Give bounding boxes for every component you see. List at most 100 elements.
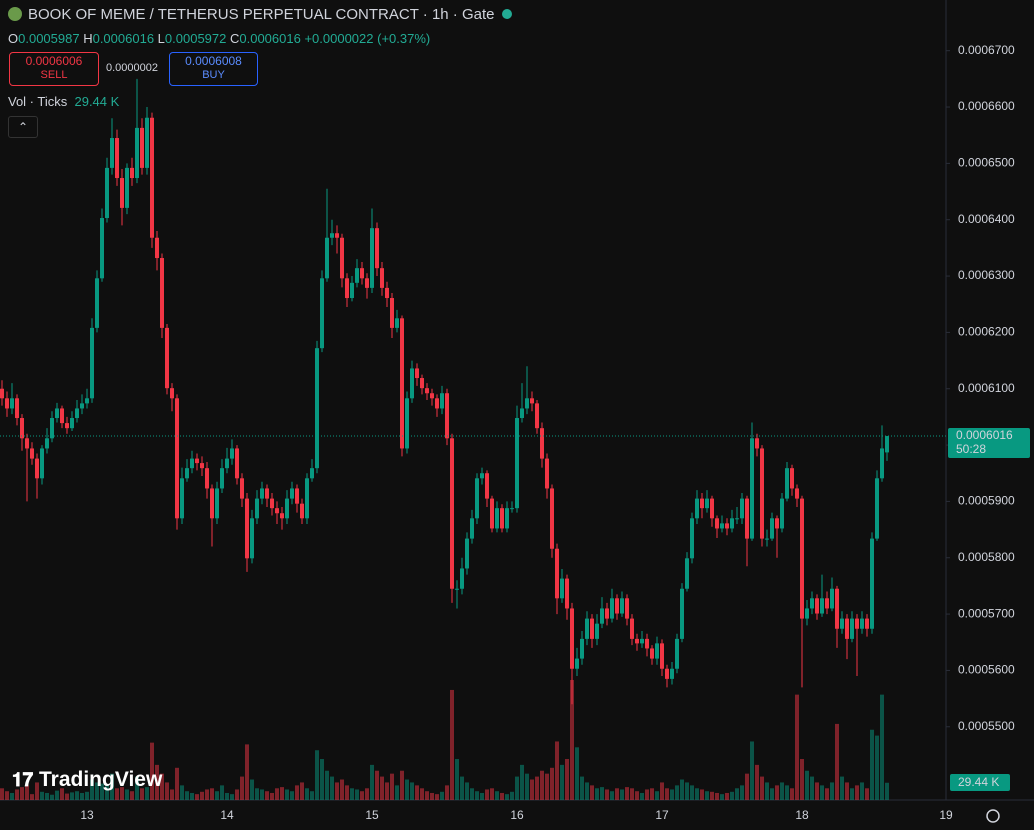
price-axis xyxy=(946,0,1034,830)
candle-body xyxy=(105,167,109,219)
volume-bar xyxy=(205,789,209,800)
candle-body xyxy=(365,278,369,288)
candle-body xyxy=(375,228,379,269)
volume-bar xyxy=(640,792,644,800)
volume-bar xyxy=(310,791,314,800)
volume-bar xyxy=(805,770,809,800)
candle-body xyxy=(795,488,799,499)
volume-bar xyxy=(225,792,229,800)
candle-body xyxy=(460,568,464,589)
volume-bar xyxy=(740,785,744,800)
x-tick-label: 19 xyxy=(939,808,953,822)
ohlc-value: 0.0005972 xyxy=(164,31,227,46)
volume-bar xyxy=(865,788,869,800)
y-tick-label: 0.0006300 xyxy=(958,268,1015,282)
candle-body xyxy=(200,463,204,469)
volume-bar xyxy=(725,792,729,800)
candle-body xyxy=(45,438,49,449)
volume-bar xyxy=(625,787,629,800)
candle-body xyxy=(405,398,409,449)
candle-body xyxy=(525,398,529,409)
candle-body xyxy=(235,448,239,479)
volume-bar xyxy=(155,764,159,800)
volume-bar xyxy=(235,789,239,800)
volume-bar xyxy=(750,741,754,800)
candle-body xyxy=(875,478,879,539)
volume-bar xyxy=(385,782,389,800)
candle-body xyxy=(330,233,334,238)
candle-body xyxy=(830,588,834,609)
candle-body xyxy=(585,618,589,639)
symbol-title[interactable]: BOOK OF MEME / TETHERUS PERPETUAL CONTRA… xyxy=(28,6,495,23)
candle-body xyxy=(595,623,599,639)
volume-bar xyxy=(495,791,499,800)
candle-body xyxy=(400,318,404,449)
candle-body xyxy=(305,478,309,519)
candle-body xyxy=(170,388,174,399)
volume-bar xyxy=(200,791,204,800)
volume-bar xyxy=(450,689,454,800)
volume-bar xyxy=(75,791,79,800)
volume-bar xyxy=(45,792,49,800)
volume-bar xyxy=(265,791,269,800)
volume-bar xyxy=(280,787,284,800)
candle-body xyxy=(520,408,524,419)
collapse-button[interactable]: ⌃ xyxy=(8,116,38,138)
candle-body xyxy=(435,398,439,409)
y-tick-label: 0.0005800 xyxy=(958,550,1015,564)
candle-body xyxy=(360,268,364,279)
candle-body xyxy=(485,473,489,499)
candle-body xyxy=(640,638,644,644)
candle-body xyxy=(665,668,669,679)
candle-body xyxy=(545,458,549,489)
volume-bar xyxy=(345,785,349,800)
volume-bar xyxy=(555,741,559,800)
sell-price: 0.0006006 xyxy=(25,54,83,68)
volume-bar xyxy=(245,744,249,800)
volume-bar xyxy=(665,788,669,800)
volume-bar xyxy=(455,759,459,800)
candle-body xyxy=(300,503,304,519)
volume-bar xyxy=(300,782,304,800)
volume-bar xyxy=(760,776,764,800)
candle-body xyxy=(135,127,139,179)
candle-body xyxy=(65,423,69,429)
candle-body xyxy=(840,618,844,629)
candle-body xyxy=(155,237,159,259)
candle-body xyxy=(290,488,294,499)
volume-bar xyxy=(550,767,554,800)
candle-body xyxy=(760,448,764,539)
volume-bar xyxy=(835,723,839,800)
volume-bar xyxy=(545,773,549,800)
candle-body xyxy=(755,438,759,449)
candle-body xyxy=(770,518,774,539)
candle-body xyxy=(385,287,389,299)
candle-body xyxy=(440,393,444,409)
y-tick-label: 0.0006500 xyxy=(958,156,1015,170)
candle-body xyxy=(610,598,614,619)
candle-body xyxy=(475,478,479,519)
candle-body xyxy=(230,448,234,459)
candle-body xyxy=(85,398,89,404)
candle-body xyxy=(270,498,274,509)
candle-body xyxy=(315,348,319,469)
candle-body xyxy=(630,618,634,639)
buy-button[interactable]: 0.0006008 BUY xyxy=(169,52,258,86)
volume-bar xyxy=(790,788,794,800)
volume-bar xyxy=(645,789,649,800)
sell-button[interactable]: 0.0006006 SELL xyxy=(9,52,99,86)
candle-body xyxy=(450,438,454,589)
volume-bar xyxy=(135,776,139,800)
volume-bar xyxy=(95,782,99,800)
candle-body xyxy=(790,468,794,489)
volume-bar xyxy=(315,750,319,800)
volume-bar xyxy=(815,782,819,800)
candle-body xyxy=(380,268,384,288)
buy-label: BUY xyxy=(202,69,225,81)
candle-body xyxy=(50,418,54,439)
candle-body xyxy=(635,638,639,644)
candle-body xyxy=(590,618,594,639)
settings-icon[interactable] xyxy=(986,809,1000,823)
candle-body xyxy=(880,448,884,479)
candle-body xyxy=(10,398,14,409)
